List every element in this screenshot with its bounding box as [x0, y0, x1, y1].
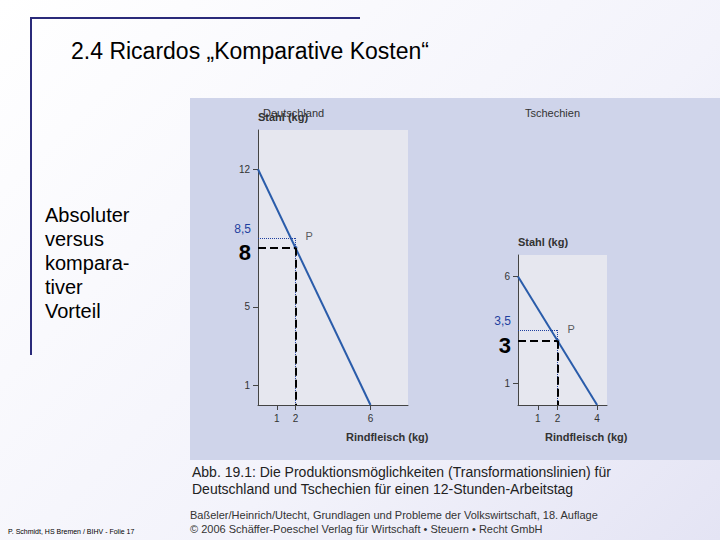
svg-text:4: 4	[594, 413, 600, 424]
html-text:2.4 Ricardos „Komparative Kost: 2.4 Ricardos „Komparative Kosten“	[71, 38, 429, 64]
html-text:© 2006 Schäffer-Poeschel Verla: © 2006 Schäffer-Poeschel Verlag für Wirt…	[190, 523, 543, 535]
svg-text:6: 6	[368, 413, 374, 424]
html-text:Vorteil: Vorteil	[45, 300, 101, 322]
svg-text:2: 2	[293, 413, 299, 424]
svg-text:1: 1	[274, 413, 280, 424]
svg-text:1: 1	[244, 380, 250, 391]
svg-text:P: P	[306, 230, 313, 242]
svg-text:Rindfleisch (kg): Rindfleisch (kg)	[346, 431, 429, 443]
svg-text:8: 8	[239, 240, 251, 265]
svg-text:1: 1	[504, 378, 510, 389]
svg-text:Tschechien: Tschechien	[525, 107, 580, 119]
svg-text:2: 2	[555, 413, 561, 424]
html-text:P. Schmidt, HS Bremen / BIHV -: P. Schmidt, HS Bremen / BIHV - Folie 17	[8, 528, 135, 535]
svg-text:Stahl (kg): Stahl (kg)	[518, 236, 568, 248]
svg-text:12: 12	[239, 164, 251, 175]
svg-text:6: 6	[504, 271, 510, 282]
svg-text:1: 1	[535, 413, 541, 424]
html-text:Abb. 19.1: Die Produktionsmögl: Abb. 19.1: Die Produktionsmöglichkeiten …	[192, 464, 611, 497]
html-text:tiver: tiver	[45, 276, 83, 298]
html-text:versus: versus	[45, 228, 104, 250]
html-text:Absoluter: Absoluter	[45, 204, 130, 226]
svg-text:Deutschland: Deutschland	[263, 107, 324, 119]
svg-text:P: P	[568, 323, 575, 335]
html-text:Baßeler/Heinrich/Utecht, Grund: Baßeler/Heinrich/Utecht, Grundlagen und …	[190, 509, 598, 521]
svg-text:3: 3	[499, 333, 511, 358]
svg-text:5: 5	[244, 301, 250, 312]
html-text:kompara-: kompara-	[45, 252, 130, 274]
svg-text:3,5: 3,5	[494, 314, 511, 328]
svg-text:8,5: 8,5	[234, 222, 251, 236]
svg-text:Rindfleisch (kg): Rindfleisch (kg)	[545, 431, 628, 443]
